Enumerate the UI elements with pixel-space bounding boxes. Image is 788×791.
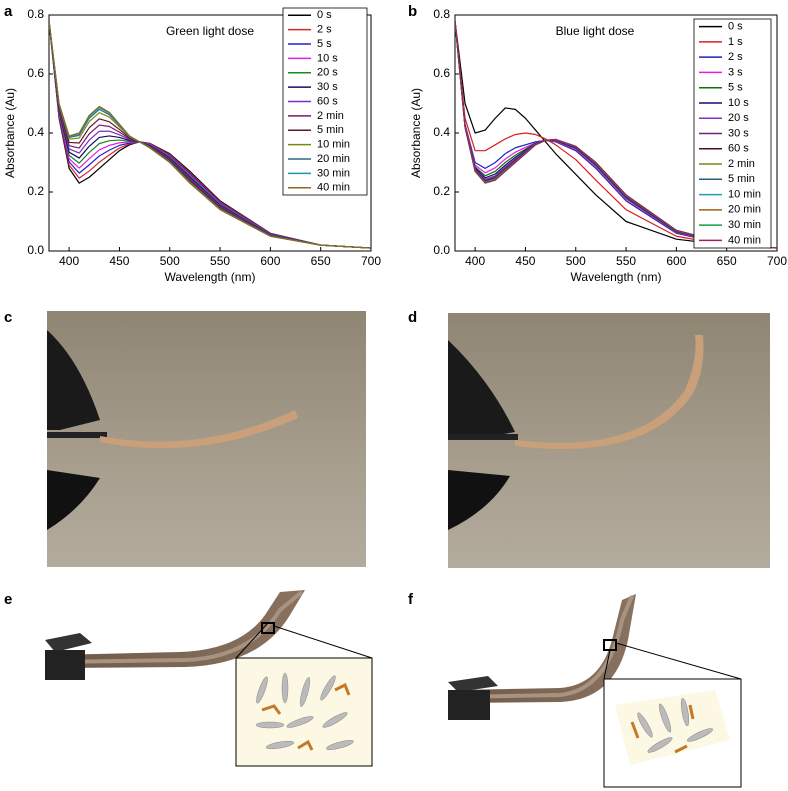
annotation: Green light dose [166, 24, 254, 38]
legend-label: 20 min [728, 204, 761, 216]
legend-label: 3 s [728, 66, 743, 78]
panel-label: f [408, 591, 414, 608]
legend-label: 10 s [728, 97, 749, 109]
legend-label: 30 s [317, 81, 338, 93]
photo [47, 311, 366, 567]
annotation: Blue light dose [556, 24, 635, 38]
x-tick-label: 600 [260, 254, 280, 268]
legend-label: 5 s [317, 38, 332, 50]
y-tick-label: 0.4 [27, 125, 44, 139]
legend-label: 0 s [317, 9, 332, 21]
legend-label: 10 s [317, 52, 338, 64]
legend-label: 2 s [317, 23, 332, 35]
y-tick-label: 0.0 [27, 243, 44, 257]
series-line [455, 20, 777, 249]
panel-label: e [4, 591, 12, 608]
series-line [49, 20, 371, 249]
legend-label: 5 min [728, 173, 755, 185]
legend-label: 2 min [317, 110, 344, 122]
x-tick-label: 650 [717, 254, 737, 268]
series-line [455, 20, 777, 249]
x-tick-label: 700 [361, 254, 381, 268]
y-tick-label: 0.2 [27, 184, 44, 198]
legend-label: 30 min [317, 167, 350, 179]
x-tick-label: 500 [566, 254, 586, 268]
y-axis-label: Absorbance (Au) [409, 88, 423, 178]
legend-label: 10 min [728, 188, 761, 200]
x-tick-label: 400 [59, 254, 79, 268]
series-line [49, 20, 371, 249]
x-axis-label: Wavelength (nm) [165, 270, 256, 284]
legend-label: 20 s [728, 112, 749, 124]
y-axis-label: Absorbance (Au) [3, 88, 17, 178]
legend-label: 20 s [317, 67, 338, 79]
legend-label: 5 s [728, 82, 743, 94]
x-tick-label: 450 [109, 254, 129, 268]
panel-label: b [408, 3, 417, 20]
legend-label: 30 min [728, 219, 761, 231]
x-tick-label: 600 [666, 254, 686, 268]
x-tick-label: 400 [465, 254, 485, 268]
panel-label: d [408, 309, 417, 326]
legend-label: 5 min [317, 124, 344, 136]
x-tick-label: 450 [515, 254, 535, 268]
y-tick-label: 0.6 [433, 66, 450, 80]
legend-label: 10 min [317, 139, 350, 151]
x-tick-label: 650 [311, 254, 331, 268]
diagram [45, 590, 373, 767]
legend-label: 40 min [728, 234, 761, 246]
series-line [455, 20, 777, 249]
legend-label: 60 s [317, 95, 338, 107]
y-tick-label: 0.2 [433, 184, 450, 198]
x-tick-label: 500 [160, 254, 180, 268]
x-tick-label: 700 [767, 254, 787, 268]
legend-label: 40 min [317, 182, 350, 194]
legend-label: 2 s [728, 51, 743, 63]
y-tick-label: 0.8 [27, 7, 44, 21]
legend-label: 1 s [728, 36, 743, 48]
x-axis-label: Wavelength (nm) [571, 270, 662, 284]
diagram [448, 594, 742, 788]
series-line [49, 20, 371, 249]
y-tick-label: 0.6 [27, 66, 44, 80]
series-line [455, 20, 777, 249]
y-tick-label: 0.4 [433, 125, 450, 139]
photo [448, 313, 770, 568]
y-tick-label: 0.0 [433, 243, 450, 257]
x-tick-label: 550 [616, 254, 636, 268]
legend-label: 20 min [317, 153, 350, 165]
legend-label: 60 s [728, 143, 749, 155]
legend-label: 30 s [728, 127, 749, 139]
legend-label: 2 min [728, 158, 755, 170]
y-tick-label: 0.8 [433, 7, 450, 21]
x-tick-label: 550 [210, 254, 230, 268]
panel-label: a [4, 3, 13, 20]
legend-label: 0 s [728, 21, 743, 33]
panel-label: c [4, 309, 12, 326]
